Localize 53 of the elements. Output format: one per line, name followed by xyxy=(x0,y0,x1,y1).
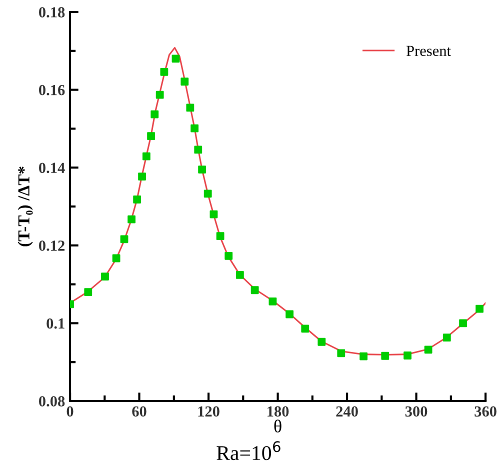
point xyxy=(318,338,326,346)
x-axis-title: θ xyxy=(274,420,282,432)
point xyxy=(198,166,206,174)
point xyxy=(142,152,150,160)
x-tick-label: 360 xyxy=(474,406,496,417)
point xyxy=(112,254,120,262)
y-axis-title: (T-T₀) /ΔT* xyxy=(18,166,33,246)
point xyxy=(120,235,128,244)
point xyxy=(156,90,164,99)
y-tick-label: 0.1 xyxy=(46,318,64,329)
x-tick-label: 120 xyxy=(198,406,220,417)
point xyxy=(459,319,467,328)
point xyxy=(160,68,168,76)
x-tick-label: 60 xyxy=(132,406,146,417)
legend-label: Present xyxy=(406,46,451,56)
point xyxy=(128,215,136,224)
y-tick-label: 0.16 xyxy=(39,84,65,96)
point xyxy=(404,352,412,360)
point xyxy=(172,54,180,63)
point xyxy=(337,349,346,358)
point xyxy=(301,324,310,333)
point xyxy=(194,146,202,154)
point xyxy=(442,334,451,342)
point xyxy=(186,104,194,112)
y-tick-label: 0.12 xyxy=(39,240,64,251)
x-tick-label: 300 xyxy=(405,406,428,417)
point xyxy=(210,210,218,218)
point xyxy=(250,286,259,294)
point xyxy=(101,272,109,280)
point xyxy=(190,124,199,132)
point xyxy=(138,172,146,180)
point xyxy=(424,346,432,354)
y-tick-label: 0.08 xyxy=(39,396,65,407)
point xyxy=(84,288,92,296)
x-tick-label: 240 xyxy=(336,406,358,417)
x-tick-label: 0 xyxy=(66,406,74,417)
point xyxy=(268,297,277,306)
point xyxy=(180,78,189,86)
point xyxy=(216,232,224,240)
text: Ra=10$^{6}$ xyxy=(216,441,280,460)
point xyxy=(286,310,294,318)
point xyxy=(476,304,484,313)
point xyxy=(150,110,159,118)
point xyxy=(360,352,368,360)
x-tick-label: 180 xyxy=(268,406,289,417)
y-tick-label: 0.14 xyxy=(39,162,65,174)
point xyxy=(381,352,390,360)
y-tick-label: 0.18 xyxy=(39,7,65,18)
point xyxy=(133,196,142,204)
point xyxy=(236,271,244,279)
point xyxy=(147,132,155,140)
point xyxy=(204,190,212,198)
point xyxy=(224,252,233,260)
